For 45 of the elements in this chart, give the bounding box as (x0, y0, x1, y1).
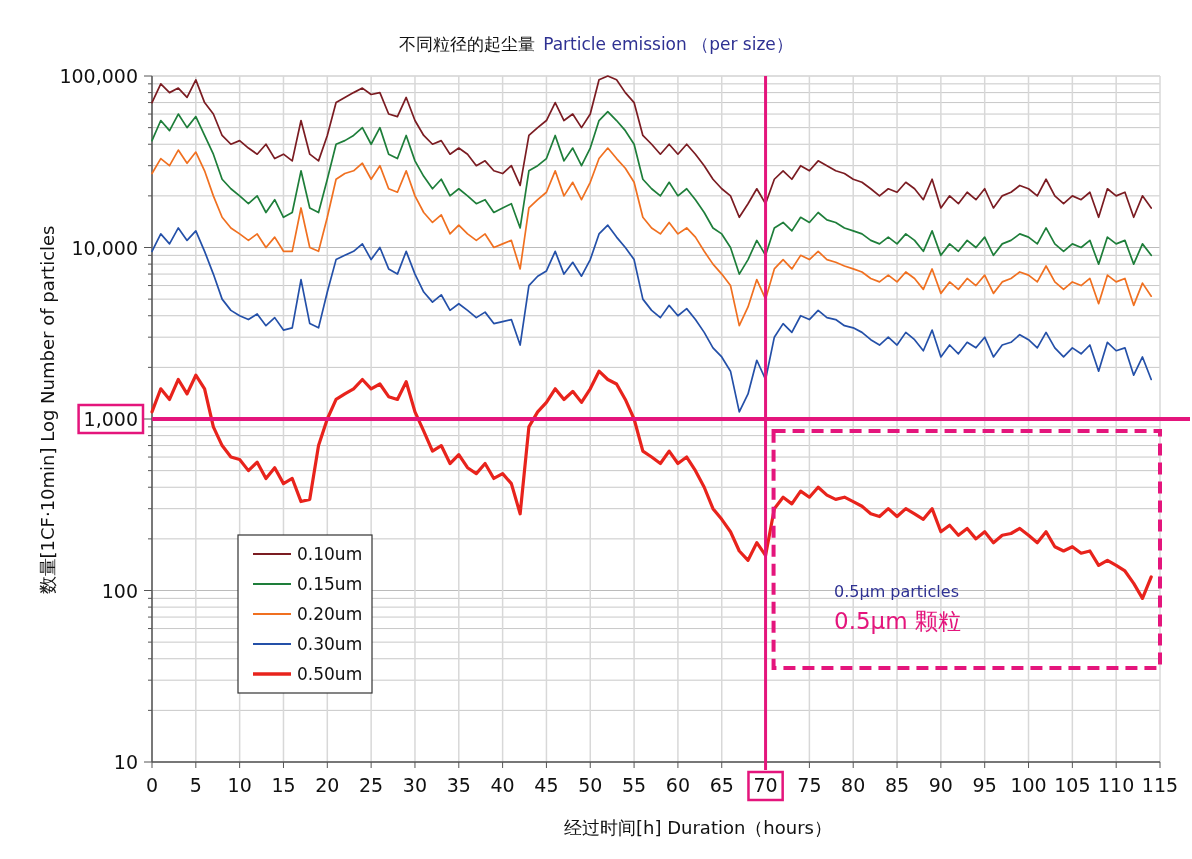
legend-label: 0.30um (297, 634, 363, 654)
y-tick-label: 10 (113, 751, 138, 773)
x-tick-label: 10 (227, 774, 252, 796)
x-tick-label: 100 (1010, 774, 1047, 796)
x-tick-label: 5 (189, 774, 202, 796)
x-tick-label: 105 (1054, 774, 1091, 796)
chart-subtitle: Particle emission （per size） (543, 34, 793, 54)
x-tick-label: 70 (753, 774, 778, 796)
x-tick-label: 30 (402, 774, 428, 796)
y-tick-label: 100 (101, 579, 138, 602)
chart-title: 不同粒径的起尘量 (399, 34, 536, 54)
legend-label: 0.20um (297, 604, 363, 624)
legend-label: 0.15um (297, 574, 363, 594)
x-tick-label: 45 (534, 774, 559, 796)
line-series (151, 110, 1153, 275)
legend-label: 0.50um (297, 664, 363, 684)
x-tick-label: 15 (271, 774, 296, 796)
x-tick-label: 65 (709, 774, 734, 796)
x-tick-label: 110 (1098, 774, 1135, 796)
x-tick-label: 0 (145, 774, 159, 796)
annotation: 0.5μm 颗粒 (834, 608, 961, 634)
line-series (151, 75, 1153, 219)
x-axis-title: 经过时间[h] Duration（hours） (564, 817, 832, 838)
x-tick-label: 95 (972, 774, 997, 796)
x-tick-label: 85 (884, 774, 910, 796)
x-tick-label: 50 (578, 774, 603, 796)
x-tick-label: 115 (1141, 774, 1179, 796)
x-tick-label: 25 (359, 774, 384, 796)
legend-label: 0.10um (297, 544, 363, 564)
y-tick-label: 10,000 (71, 236, 138, 259)
line-series (151, 224, 1153, 413)
x-tick-label: 75 (797, 774, 822, 796)
annotation: 0.5μm particles (834, 582, 959, 601)
y-tick-label: 1,000 (83, 408, 138, 430)
x-tick-label: 40 (490, 774, 515, 796)
x-tick-label: 35 (446, 774, 471, 796)
y-axis-title: 数量[1CF·10min] Log Number of particles (37, 225, 58, 595)
x-tick-label: 55 (621, 774, 647, 796)
x-tick-label: 90 (928, 774, 953, 796)
x-tick-label: 80 (841, 774, 866, 796)
line-series (151, 147, 1153, 327)
x-tick-label: 20 (315, 774, 340, 796)
x-tick-label: 60 (665, 774, 691, 796)
line-series (150, 369, 1153, 600)
y-tick-label: 100,000 (59, 65, 138, 87)
